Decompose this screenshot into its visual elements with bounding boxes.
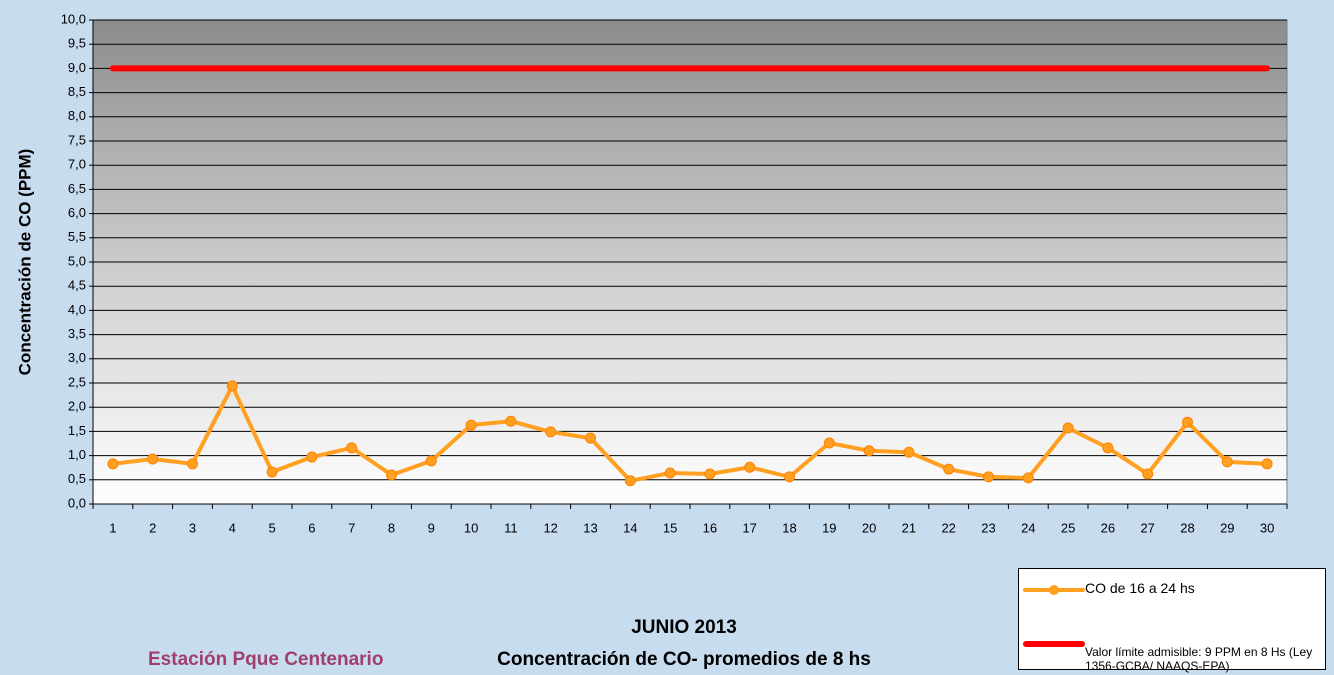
y-tick-label: 7,0 bbox=[68, 157, 86, 172]
y-tick-label: 0,0 bbox=[68, 495, 86, 510]
x-tick-label: 12 bbox=[543, 520, 557, 535]
x-tick-label: 5 bbox=[268, 520, 275, 535]
data-point bbox=[824, 438, 834, 448]
y-tick-label: 10,0 bbox=[61, 11, 86, 26]
x-tick-label: 6 bbox=[308, 520, 315, 535]
y-tick-label: 7,5 bbox=[68, 132, 86, 147]
y-tick-label: 8,5 bbox=[68, 84, 86, 99]
y-tick-label: 6,0 bbox=[68, 205, 86, 220]
data-point bbox=[625, 476, 635, 486]
page: Concentración de CO (PPM) JUNIO 2013 Con… bbox=[0, 0, 1334, 675]
data-point bbox=[944, 464, 954, 474]
legend-label: Valor límite admisible: 9 PPM en 8 Hs (L… bbox=[1085, 645, 1321, 673]
legend: CO de 16 a 24 hs Valor límite admisible: … bbox=[1018, 568, 1326, 670]
y-tick-label: 4,5 bbox=[68, 278, 86, 293]
data-point bbox=[785, 472, 795, 482]
chart-subtitle: Concentración de CO- promedios de 8 hs bbox=[497, 649, 871, 670]
legend-swatch bbox=[1023, 641, 1085, 647]
y-tick-label: 4,0 bbox=[68, 302, 86, 317]
x-tick-label: 18 bbox=[782, 520, 796, 535]
x-tick-label: 8 bbox=[388, 520, 395, 535]
x-tick-label: 24 bbox=[1021, 520, 1035, 535]
y-tick-label: 3,5 bbox=[68, 326, 86, 341]
x-tick-label: 14 bbox=[623, 520, 637, 535]
x-tick-label: 3 bbox=[189, 520, 196, 535]
x-tick-label: 2 bbox=[149, 520, 156, 535]
x-tick-label: 9 bbox=[428, 520, 435, 535]
data-point bbox=[1222, 457, 1232, 467]
x-tick-label: 28 bbox=[1180, 520, 1194, 535]
data-point bbox=[705, 469, 715, 479]
data-point bbox=[864, 446, 874, 456]
data-point bbox=[426, 456, 436, 466]
y-tick-label: 5,5 bbox=[68, 229, 86, 244]
data-point bbox=[267, 467, 277, 477]
data-point bbox=[108, 459, 118, 469]
x-tick-label: 20 bbox=[862, 520, 876, 535]
y-tick-label: 0,5 bbox=[68, 471, 86, 486]
data-point bbox=[546, 427, 556, 437]
y-tick-label: 9,0 bbox=[68, 60, 86, 75]
data-point bbox=[347, 443, 357, 453]
x-tick-label: 29 bbox=[1220, 520, 1234, 535]
y-tick-label: 8,0 bbox=[68, 108, 86, 123]
legend-swatch bbox=[1023, 588, 1085, 592]
legend-marker bbox=[1049, 585, 1059, 595]
y-tick-label: 3,0 bbox=[68, 350, 86, 365]
x-tick-label: 27 bbox=[1140, 520, 1154, 535]
data-point bbox=[1063, 423, 1073, 433]
x-tick-label: 22 bbox=[941, 520, 955, 535]
x-tick-label: 25 bbox=[1061, 520, 1075, 535]
x-tick-label: 23 bbox=[981, 520, 995, 535]
y-tick-label: 2,0 bbox=[68, 399, 86, 414]
data-point bbox=[586, 433, 596, 443]
data-point bbox=[665, 468, 675, 478]
x-tick-label: 17 bbox=[742, 520, 756, 535]
x-tick-label: 16 bbox=[703, 520, 717, 535]
x-tick-label: 4 bbox=[229, 520, 236, 535]
data-point bbox=[307, 452, 317, 462]
y-tick-label: 1,0 bbox=[68, 447, 86, 462]
data-point bbox=[506, 416, 516, 426]
x-tick-label: 19 bbox=[822, 520, 836, 535]
data-point bbox=[1183, 417, 1193, 427]
x-tick-label: 1 bbox=[109, 520, 116, 535]
data-point bbox=[1143, 469, 1153, 479]
x-tick-label: 30 bbox=[1260, 520, 1274, 535]
data-point bbox=[387, 470, 397, 480]
x-tick-label: 21 bbox=[902, 520, 916, 535]
data-point bbox=[148, 454, 158, 464]
x-tick-label: 11 bbox=[504, 520, 518, 535]
y-tick-label: 9,5 bbox=[68, 36, 86, 51]
data-point bbox=[188, 459, 198, 469]
chart-title: JUNIO 2013 bbox=[631, 617, 737, 638]
data-point bbox=[745, 462, 755, 472]
data-point bbox=[904, 447, 914, 457]
y-tick-label: 5,0 bbox=[68, 253, 86, 268]
y-axis-title: Concentración de CO (PPM) bbox=[15, 149, 34, 376]
x-tick-label: 13 bbox=[583, 520, 597, 535]
legend-label: CO de 16 a 24 hs bbox=[1085, 580, 1321, 596]
data-point bbox=[984, 472, 994, 482]
data-point bbox=[1103, 443, 1113, 453]
x-tick-label: 7 bbox=[348, 520, 355, 535]
y-tick-label: 2,5 bbox=[68, 374, 86, 389]
x-tick-label: 10 bbox=[464, 520, 478, 535]
y-tick-label: 6,5 bbox=[68, 181, 86, 196]
x-tick-label: 26 bbox=[1101, 520, 1115, 535]
y-tick-label: 1,5 bbox=[68, 423, 86, 438]
station-annotation: Estación Pque Centenario bbox=[148, 649, 383, 670]
data-point bbox=[227, 381, 237, 391]
data-point bbox=[466, 420, 476, 430]
data-point bbox=[1262, 459, 1272, 469]
x-tick-label: 15 bbox=[663, 520, 677, 535]
data-point bbox=[1023, 473, 1033, 483]
